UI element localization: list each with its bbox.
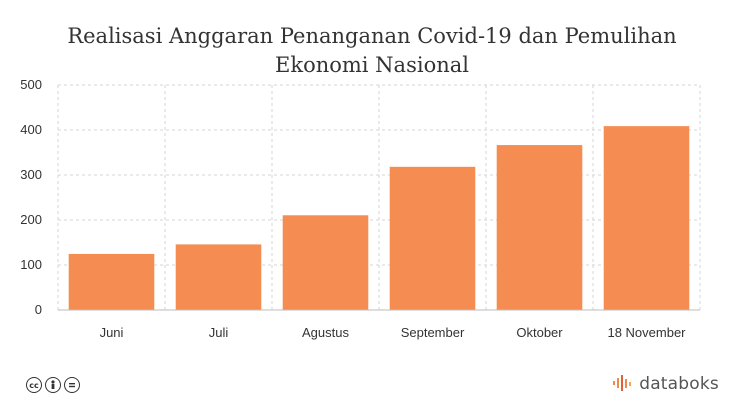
y-tick-label: 100 [20,257,42,272]
chart-title: Realisasi Anggaran Penanganan Covid-19 d… [0,22,744,80]
bar [603,126,690,310]
bar [496,145,583,310]
databoks-logo[interactable]: databoks [613,374,719,394]
cc-icon: cc [26,377,42,393]
bars [68,126,690,310]
x-tick-label: 18 November [607,325,686,340]
y-tick-label: 500 [20,77,42,92]
bar [68,253,155,310]
x-axis: Juni Juli Agustus September Oktober 18 Novemb… [58,309,700,340]
chart-title-line1: Realisasi Anggaran Penanganan Covid-19 d… [67,24,677,48]
x-tick-label: September [401,325,465,340]
x-tick-label: Juli [209,325,229,340]
y-axis: 0 100 200 300 400 500 [20,77,42,317]
chart-title-line2: Ekonomi Nasional [275,53,469,77]
x-tick-label: Agustus [302,325,349,340]
license-icons: cc [26,377,80,393]
y-tick-label: 300 [20,167,42,182]
equal-icon [64,377,80,393]
bar [175,244,262,310]
bar [282,215,369,310]
x-tick-label: Oktober [516,325,563,340]
brand-name: databoks [639,374,719,394]
y-tick-label: 200 [20,212,42,227]
y-tick-label: 400 [20,122,42,137]
y-tick-label: 0 [35,302,42,317]
databoks-bars-icon [613,375,632,391]
bar [389,166,476,310]
person-icon [45,377,61,393]
x-tick-label: Juni [100,325,124,340]
